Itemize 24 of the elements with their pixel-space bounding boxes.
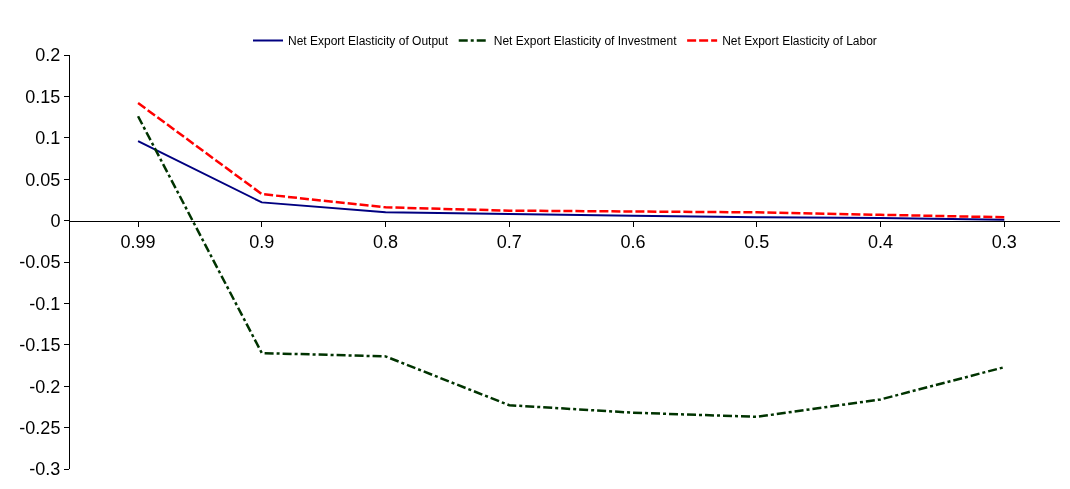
x-tick-label: 0.9 — [249, 232, 275, 253]
y-tick-label: -0.1 — [29, 293, 61, 314]
y-tick-label: -0.25 — [19, 417, 61, 438]
y-tick-label: -0.15 — [19, 335, 61, 356]
x-tick-label: 0.6 — [620, 232, 646, 253]
x-tick-label: 0.8 — [373, 232, 399, 253]
x-tick-label: 0.7 — [496, 232, 522, 253]
y-tick-label: -0.3 — [29, 459, 61, 480]
y-tick-label: 0.15 — [25, 86, 61, 107]
line-series — [137, 140, 1006, 221]
x-tick-label: 0.3 — [991, 232, 1017, 253]
y-tick-label: -0.2 — [29, 376, 61, 397]
x-tick-label: 0.4 — [868, 232, 894, 253]
legend-label: Net Export Elasticity of Labor — [722, 34, 877, 49]
legend-label: Net Export Elasticity of Output — [288, 34, 449, 49]
x-tick-label: 0.5 — [744, 232, 770, 253]
x-tick-label: 0.99 — [120, 232, 156, 253]
y-tick-label: -0.05 — [19, 252, 61, 273]
line-series — [136, 101, 1006, 219]
y-tick-label: 0 — [50, 210, 61, 231]
y-tick-label: 0.1 — [35, 128, 61, 149]
legend-label: Net Export Elasticity of Investment — [493, 34, 678, 49]
y-tick-label: 0.05 — [25, 169, 61, 190]
y-tick-label: 0.2 — [35, 45, 61, 66]
